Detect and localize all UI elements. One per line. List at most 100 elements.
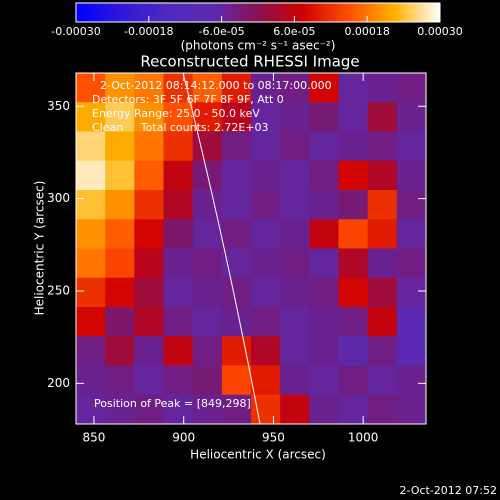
cell xyxy=(221,277,252,308)
cell xyxy=(367,336,398,366)
cell xyxy=(163,73,194,103)
timestamp: 2-Oct-2012 07:52 xyxy=(400,484,497,497)
cell xyxy=(134,73,164,103)
cell xyxy=(163,394,194,425)
cell xyxy=(396,248,427,279)
cell xyxy=(338,307,369,337)
cell xyxy=(338,131,369,162)
cell xyxy=(251,160,281,191)
cell xyxy=(396,336,427,366)
cell xyxy=(309,102,339,132)
cell xyxy=(192,73,223,103)
cell xyxy=(396,131,427,162)
annotation: Energy Range: 25.0 - 50.0 keV xyxy=(92,107,260,120)
cell xyxy=(367,190,398,220)
cell xyxy=(251,131,281,162)
cell xyxy=(163,102,194,132)
cell xyxy=(396,73,427,103)
cell xyxy=(134,248,164,279)
annotation: Clean Total counts: 2.72E+03 xyxy=(92,121,269,134)
cell xyxy=(192,102,223,132)
cell xyxy=(192,219,223,249)
cell xyxy=(280,102,310,132)
cell xyxy=(76,73,106,103)
cell xyxy=(338,248,369,279)
cell xyxy=(76,365,106,396)
cell xyxy=(309,131,339,162)
cell xyxy=(280,336,310,366)
cell xyxy=(163,307,194,337)
colorbar-tick-label: -0.00030 xyxy=(51,25,100,38)
cell xyxy=(76,102,106,132)
cell xyxy=(251,73,281,103)
cell xyxy=(76,190,106,220)
cell xyxy=(105,307,135,337)
cell xyxy=(309,394,339,425)
plot-frame xyxy=(75,72,427,425)
cell xyxy=(134,160,164,191)
cell xyxy=(280,190,310,220)
cell xyxy=(76,248,106,279)
y-tick-label: 300 xyxy=(47,191,70,205)
cell xyxy=(105,248,135,279)
cell xyxy=(163,160,194,191)
cell xyxy=(280,160,310,191)
cell xyxy=(134,336,164,366)
annotation: Detectors: 3F 5F 6F 7F 8F 9F, Att 0 xyxy=(92,93,284,106)
peak-label: Position of Peak = [849,298] xyxy=(94,397,251,410)
cell xyxy=(309,307,339,337)
cell xyxy=(192,277,223,308)
cell xyxy=(134,394,164,425)
cell xyxy=(163,131,194,162)
colorbar xyxy=(75,2,441,23)
colorbar-tick-label: 0.00030 xyxy=(417,25,463,38)
cell xyxy=(309,336,339,366)
cell xyxy=(76,277,106,308)
cell xyxy=(396,307,427,337)
cell xyxy=(251,102,281,132)
cell xyxy=(396,102,427,132)
cell xyxy=(134,219,164,249)
x-tick-label: 1000 xyxy=(348,431,379,445)
cell xyxy=(338,336,369,366)
cell xyxy=(163,336,194,366)
cell xyxy=(338,365,369,396)
cell xyxy=(76,131,106,162)
cell xyxy=(134,190,164,220)
cell xyxy=(338,102,369,132)
cell xyxy=(192,307,223,337)
cell xyxy=(309,190,339,220)
cell xyxy=(221,248,252,279)
cell xyxy=(251,277,281,308)
cell xyxy=(251,394,281,425)
cell xyxy=(396,160,427,191)
cell xyxy=(367,277,398,308)
solar-limb xyxy=(182,72,261,425)
x-tick-label: 950 xyxy=(262,431,285,445)
cell xyxy=(163,219,194,249)
cell xyxy=(134,131,164,162)
cell xyxy=(338,277,369,308)
cell xyxy=(221,160,252,191)
cell xyxy=(251,365,281,396)
cell xyxy=(192,336,223,366)
cell xyxy=(192,365,223,396)
cell xyxy=(280,365,310,396)
cell xyxy=(163,190,194,220)
cell xyxy=(280,307,310,337)
cell xyxy=(105,73,135,103)
y-tick-label: 250 xyxy=(47,283,70,297)
cell xyxy=(163,248,194,279)
image xyxy=(76,73,427,425)
cell xyxy=(309,248,339,279)
cell xyxy=(221,365,252,396)
cell xyxy=(280,248,310,279)
cell xyxy=(338,219,369,249)
y-axis-label: Heliocentric Y (arcsec) xyxy=(33,181,47,316)
cell xyxy=(280,394,310,425)
cell xyxy=(367,160,398,191)
cell xyxy=(105,131,135,162)
chart-title: Reconstructed RHESSI Image xyxy=(140,53,359,71)
